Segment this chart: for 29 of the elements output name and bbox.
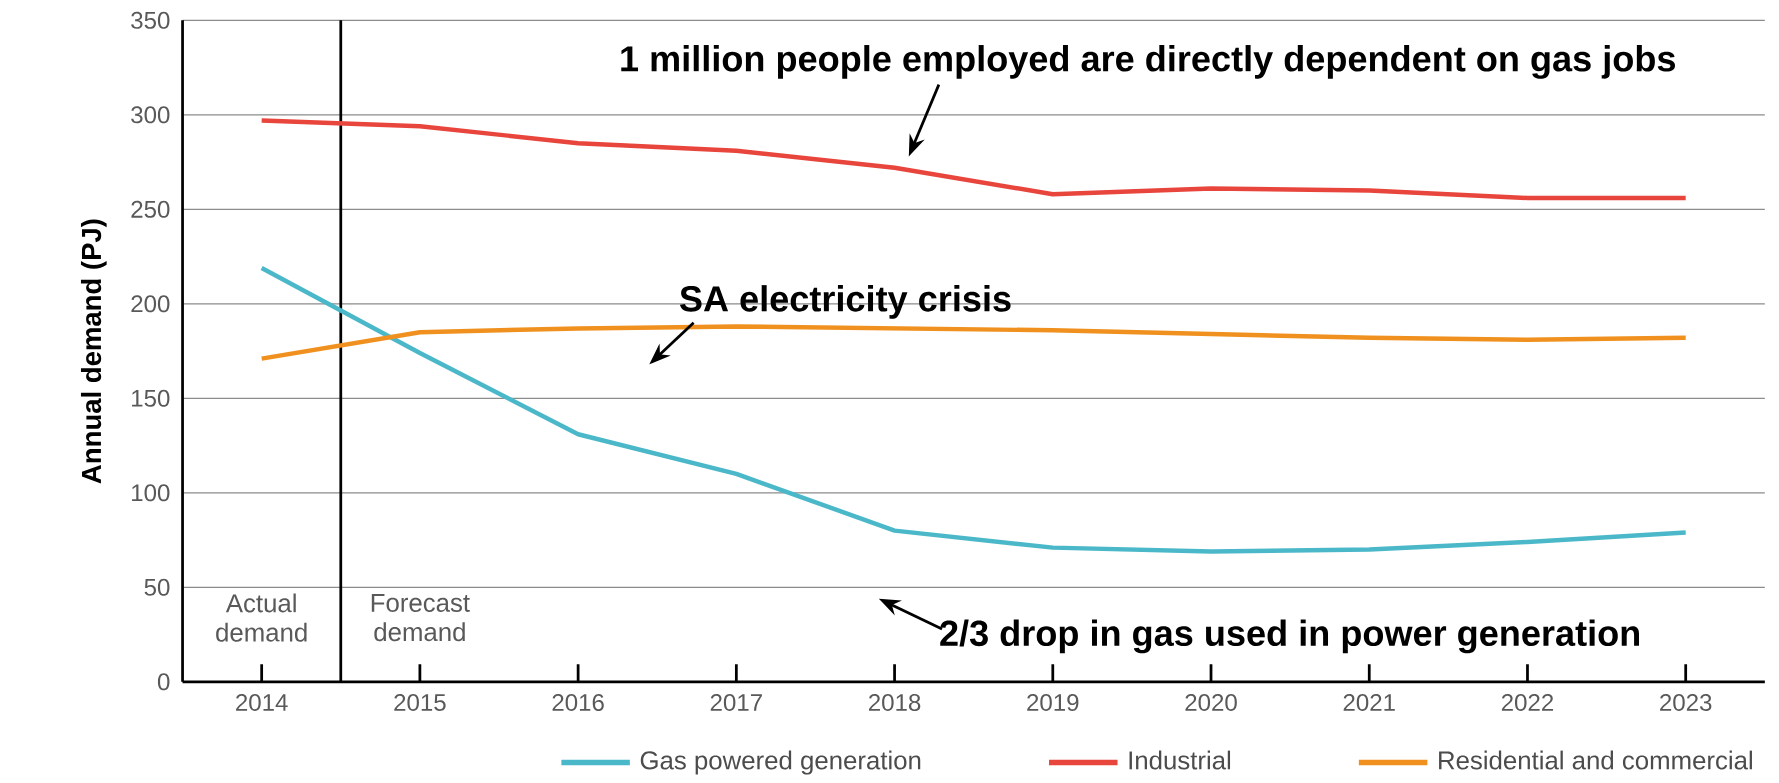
line-series <box>259 265 1688 554</box>
y-tick-label: 250 <box>131 200 170 218</box>
annotation: 1 million people employed are directly dependent on gas jobs <box>621 45 1676 79</box>
y-tick-label: 0 <box>157 673 170 691</box>
y-tick-label: 100 <box>132 484 170 502</box>
x-tick-label: 2019 <box>1027 694 1079 712</box>
x-tick-label: 2016 <box>552 694 604 712</box>
x-tick-label: 2023 <box>1660 694 1712 712</box>
annotation: Forecast demand <box>371 594 470 642</box>
y-tick-label: 300 <box>131 106 170 124</box>
legend-label: Industrial <box>1129 750 1231 770</box>
y-tick-label: 200 <box>131 295 170 313</box>
x-tick-label: 2017 <box>710 694 762 712</box>
annotation: Actual demand <box>216 593 307 642</box>
x-tick-label: 2022 <box>1501 694 1554 712</box>
x-tick-label: 2014 <box>236 694 288 712</box>
legend-label: Gas powered generation <box>640 750 921 775</box>
y-axis-title: Annual demand (PJ) <box>80 219 107 484</box>
legend-label: Residential and commercial <box>1439 750 1752 770</box>
x-tick-label: 2020 <box>1185 694 1237 712</box>
line-series <box>259 118 1688 201</box>
annotation: 2/3 drop in gas used in power generation <box>940 619 1639 654</box>
x-tick-label: 2021 <box>1343 694 1395 712</box>
y-tick-label: 150 <box>132 389 170 407</box>
y-tick-label: 50 <box>144 578 170 596</box>
x-tick-label: 2015 <box>394 694 446 712</box>
annotation: SA electricity crisis <box>679 285 1011 319</box>
y-tick-label: 350 <box>131 11 170 29</box>
x-tick-label: 2018 <box>868 694 921 712</box>
